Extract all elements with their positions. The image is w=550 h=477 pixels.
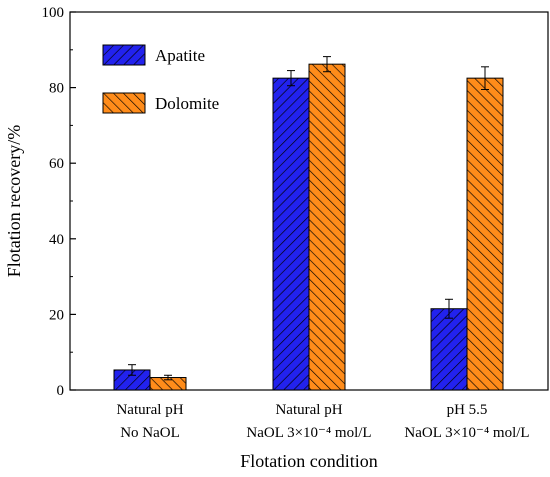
x-tick-label-line2: No NaOL xyxy=(120,425,180,441)
dolomite-bar xyxy=(308,63,346,391)
y-tick-label: 40 xyxy=(49,232,64,248)
y-tick-label: 100 xyxy=(42,5,65,21)
dolomite-legend-label: Dolomite xyxy=(155,94,219,113)
y-tick-label: 20 xyxy=(49,307,64,323)
legend: Apatite Dolomite xyxy=(102,44,219,114)
apatite-legend-label: Apatite xyxy=(155,46,205,65)
apatite-bar xyxy=(430,308,468,391)
y-tick-label: 0 xyxy=(57,383,65,399)
apatite-bar xyxy=(272,77,310,391)
x-tick-label-line1: pH 5.5 xyxy=(447,402,488,418)
x-tick-label-line2: NaOL 3×10⁻⁴ mol/L xyxy=(246,425,371,441)
x-axis-label: Flotation condition xyxy=(240,451,378,471)
apatite-legend-swatch xyxy=(102,44,146,66)
error-bars-group xyxy=(128,56,489,381)
x-axis: Natural pH No NaOL Natural pH NaOL 3×10⁻⁴ m… xyxy=(116,384,530,441)
x-tick-label-line2: NaOL 3×10⁻⁴ mol/L xyxy=(404,425,529,441)
bars-group xyxy=(113,63,504,391)
y-axis-label: Flotation recovery/% xyxy=(4,125,24,277)
x-tick-label-line1: Natural pH xyxy=(116,402,183,418)
y-tick-label: 60 xyxy=(49,156,64,172)
y-tick-label: 80 xyxy=(49,81,64,97)
x-tick-label-line1: Natural pH xyxy=(275,402,342,418)
y-axis: 0 20 40 60 80 100 xyxy=(42,5,76,399)
dolomite-bar xyxy=(466,77,504,391)
dolomite-legend-swatch xyxy=(102,92,146,114)
